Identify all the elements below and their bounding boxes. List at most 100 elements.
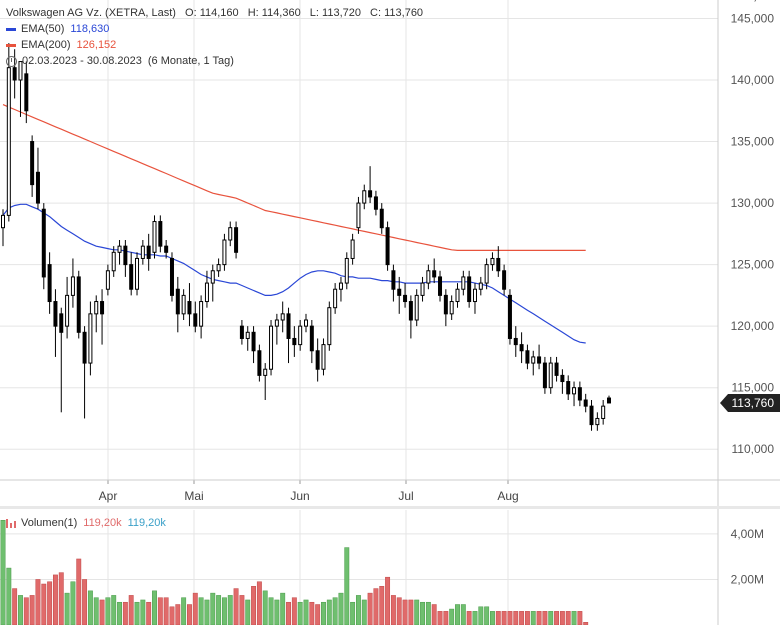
candle-body xyxy=(187,301,192,315)
volume-bar xyxy=(152,590,157,626)
range-dates: 02.03.2023 - 30.08.2023 xyxy=(22,55,142,67)
candle xyxy=(309,320,314,364)
range-legend: 02.03.2023 - 30.08.2023 (6 Monate, 1 Tag) xyxy=(6,54,234,68)
volume-bar xyxy=(559,611,565,626)
candle xyxy=(175,276,180,333)
candle xyxy=(199,295,204,339)
candle xyxy=(269,320,274,376)
candle-body xyxy=(12,67,17,81)
candle-body xyxy=(245,331,250,339)
candle-body xyxy=(519,344,524,352)
price-grid xyxy=(0,0,718,480)
volume-bar xyxy=(367,592,373,626)
candle-body xyxy=(82,331,87,364)
volume-bar xyxy=(373,588,379,626)
price-tick-label: 140,000 xyxy=(731,73,775,87)
candle-body xyxy=(117,245,122,253)
candle-body xyxy=(414,294,419,321)
candle-body xyxy=(30,141,35,186)
volume-bar xyxy=(297,601,303,626)
candle xyxy=(350,233,355,265)
volume-value-2: 119,20k xyxy=(127,517,166,529)
candle xyxy=(513,326,518,357)
candle-body xyxy=(449,301,454,315)
candle-body xyxy=(59,313,64,333)
candle xyxy=(595,412,600,431)
volume-bar xyxy=(23,597,29,626)
candle-body xyxy=(321,344,326,370)
volume-bar xyxy=(309,601,315,626)
candle-body xyxy=(76,276,81,333)
candle xyxy=(601,400,606,425)
volume-bar xyxy=(163,597,169,626)
volume-bar xyxy=(117,601,122,626)
candle-body xyxy=(467,276,472,303)
candle xyxy=(65,276,70,339)
candle-body xyxy=(397,288,402,296)
candle xyxy=(577,381,582,407)
volume-bar xyxy=(268,597,274,626)
candle-body xyxy=(47,264,52,303)
volume-bar xyxy=(490,611,495,626)
open-value: O: 114,160 xyxy=(185,7,239,19)
candle xyxy=(426,264,431,290)
volume-bar xyxy=(402,599,408,626)
candle xyxy=(373,190,378,216)
ema200-series xyxy=(2,104,586,251)
candle-body xyxy=(286,313,291,339)
candle-body xyxy=(362,190,367,204)
volume-bar xyxy=(64,592,70,626)
last-price-badge-shape xyxy=(720,393,780,412)
ema50-label: EMA(50) xyxy=(21,23,65,35)
candle xyxy=(70,258,75,308)
candle-body xyxy=(70,276,75,296)
ema50-line xyxy=(2,203,586,344)
candle xyxy=(193,301,198,333)
candle-body xyxy=(135,257,140,290)
candle-body xyxy=(356,202,361,229)
volume-series xyxy=(0,519,589,626)
header-legend: Volkswagen AG Vz. (XETRA, Last) O: 114,1… xyxy=(6,6,423,20)
candle-body xyxy=(490,257,495,266)
candle-body xyxy=(379,208,384,229)
volume-bar xyxy=(390,595,396,626)
volume-bar xyxy=(431,604,437,626)
month-tick-label: Aug xyxy=(497,489,518,503)
volume-bar xyxy=(87,590,93,626)
ema200-legend[interactable]: EMA(200) 126,152 xyxy=(6,38,116,52)
volume-bar xyxy=(408,599,414,626)
candle-body xyxy=(344,257,349,284)
volume-bar xyxy=(82,579,88,626)
volume-value-1: 119,20k xyxy=(83,517,122,529)
last-volume-text: 119,20k xyxy=(734,0,777,3)
candle-body xyxy=(373,196,378,210)
volume-tick-label: 4,00M xyxy=(731,527,764,541)
volume-bar xyxy=(41,583,47,626)
volume-bar xyxy=(565,611,571,626)
volume-bar xyxy=(577,611,583,626)
candle xyxy=(239,320,244,345)
candle xyxy=(257,344,262,382)
ema50-legend[interactable]: EMA(50) 118,630 xyxy=(6,22,109,36)
candle xyxy=(385,221,390,271)
last-volume-badge: 119,20k xyxy=(734,0,777,3)
candle xyxy=(30,135,35,197)
volume-legend[interactable]: Volumen(1) 119,20k 119,20k xyxy=(6,516,166,530)
candle-body xyxy=(478,282,483,290)
candle xyxy=(169,252,174,302)
candle xyxy=(298,320,303,351)
candle-body xyxy=(94,301,99,315)
candle-body xyxy=(105,270,110,290)
price-tick-label: 135,000 xyxy=(731,135,775,149)
volume-bar xyxy=(338,592,344,626)
last-price-badge: 113,760 xyxy=(720,393,780,412)
candle-body xyxy=(438,276,443,296)
volume-bar xyxy=(227,595,233,626)
high-value: H: 114,360 xyxy=(247,7,301,19)
candle xyxy=(146,233,151,271)
ema200-label: EMA(200) xyxy=(21,39,71,51)
volume-bar xyxy=(187,604,192,626)
candle-body xyxy=(35,171,40,204)
